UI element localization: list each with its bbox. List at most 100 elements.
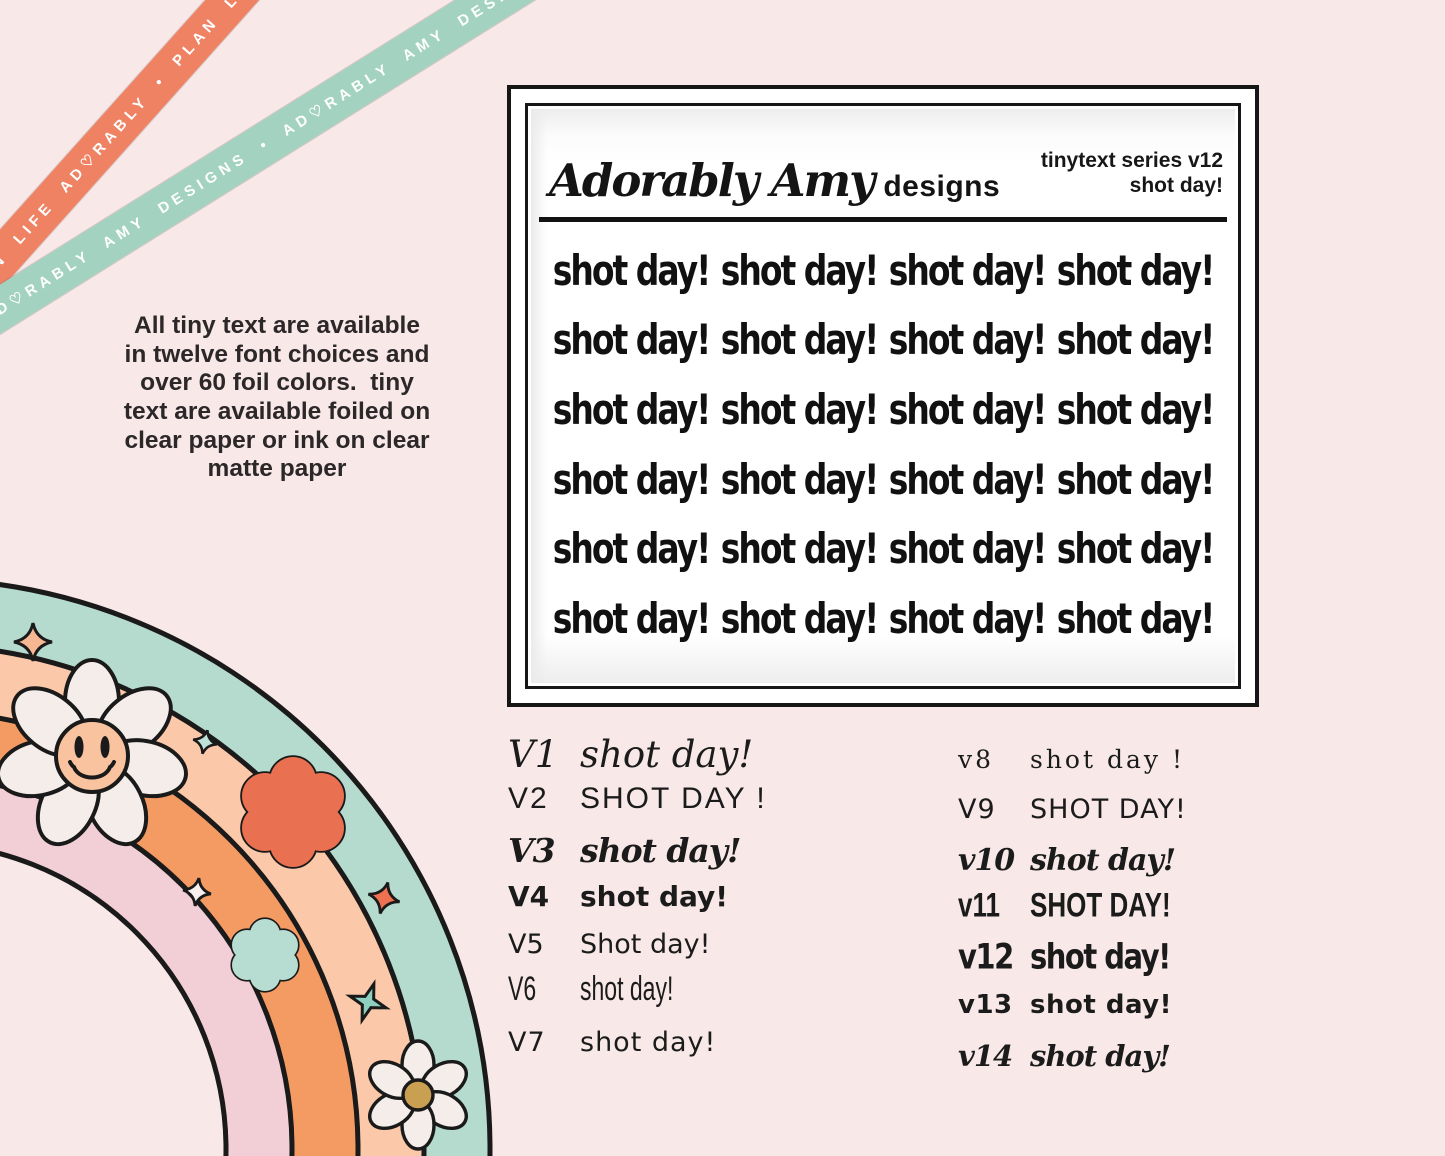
sticker-sheet-frame: Adorably Amy designs tinytext series v12… <box>507 85 1259 707</box>
rainbow-arc-peach <box>0 651 424 1156</box>
version-row-v5: V5 Shot day! <box>508 929 767 965</box>
version-row-v7: V7 shot day! <box>508 1027 767 1063</box>
version-sample: shot day! <box>580 733 754 776</box>
sparkle-icon-white <box>182 877 212 907</box>
version-sample: SHOT DAY! <box>1030 885 1171 925</box>
intro-text: All tiny text are available in twelve fo… <box>62 312 492 484</box>
sticker-text: shot day! <box>888 523 1048 574</box>
intro-line: over 60 foil colors. tiny <box>140 369 414 397</box>
sticker-text: shot day! <box>1056 314 1216 365</box>
version-label: V2 <box>508 782 549 815</box>
version-list-right: v8 shot day ! V9 SHOT DAY! v10 shot day! v1… <box>958 745 1187 1075</box>
sticker-text: shot day! <box>720 384 880 435</box>
version-label: V9 <box>958 794 996 825</box>
sticker-text: shot day! <box>1056 593 1216 644</box>
flower-icon-coral <box>240 755 346 869</box>
version-list-left: V1 shot day! V2 SHOT DAY ! V3 shot day! V4 s… <box>508 733 767 1063</box>
sticker-cell: shot day! <box>883 305 1051 375</box>
sticker-text: shot day! <box>720 454 880 505</box>
version-row-v3: V3 shot day! <box>508 831 767 870</box>
sticker-text: shot day! <box>888 384 1048 435</box>
sticker-cell: shot day! <box>883 514 1051 584</box>
version-row-v1: V1 shot day! <box>508 733 767 776</box>
sticker-cell: shot day! <box>547 444 715 514</box>
sticker-text: shot day! <box>720 593 880 644</box>
sticker-text: shot day! <box>1056 245 1216 296</box>
sparkle-icon-teal <box>192 729 218 755</box>
sticker-cell: shot day! <box>715 583 883 653</box>
sticker-cell: shot day! <box>1051 236 1219 306</box>
sticker-cell: shot day! <box>1051 583 1219 653</box>
sticker-cell: shot day! <box>715 305 883 375</box>
sticker-sheet-paper: Adorably Amy designs tinytext series v12… <box>531 109 1235 683</box>
version-row-v2: V2 SHOT DAY ! <box>508 782 767 818</box>
version-label: V3 <box>508 831 556 870</box>
brand-script-text: Adorably Amy <box>549 153 875 207</box>
sticker-grid: shot day! shot day! shot day! shot day! shot… <box>531 222 1235 683</box>
version-sample: shot day! <box>580 831 741 870</box>
version-sample: SHOT DAY! <box>1030 794 1187 825</box>
sheet-header: Adorably Amy designs tinytext series v12… <box>531 109 1235 213</box>
version-row-v8: v8 shot day ! <box>958 745 1187 781</box>
sticker-cell: shot day! <box>883 375 1051 445</box>
header-divider <box>539 216 1227 222</box>
sticker-text: shot day! <box>552 245 712 296</box>
version-sample: shot day! <box>580 1027 717 1058</box>
version-sample: shot day! <box>580 968 674 1008</box>
version-sample: shot day! <box>1030 936 1171 978</box>
sticker-text: shot day! <box>720 245 880 296</box>
sticker-text: shot day! <box>1056 523 1216 574</box>
sticker-cell: shot day! <box>1051 305 1219 375</box>
version-sample: shot day! <box>1030 990 1172 1020</box>
version-sample: Shot day! <box>580 929 711 960</box>
smiley-daisy-icon <box>0 658 188 847</box>
sticker-text: shot day! <box>888 454 1048 505</box>
sticker-cell: shot day! <box>883 444 1051 514</box>
version-label: v12 <box>958 936 1014 978</box>
rainbow-arc-orange <box>0 718 358 1156</box>
version-sample: shot day! <box>1030 1039 1171 1073</box>
version-label: v14 <box>958 1039 1013 1073</box>
intro-line: clear paper or ink on clear <box>124 426 430 454</box>
sticker-text: shot day! <box>552 454 712 505</box>
version-row-v14: v14 shot day! <box>958 1039 1187 1075</box>
version-label: V1 <box>508 733 559 776</box>
version-label: v8 <box>958 745 995 774</box>
version-row-v11: v11 SHOT DAY! <box>958 885 1187 928</box>
version-label: V7 <box>508 1027 546 1058</box>
flower-icon-teal <box>230 917 300 993</box>
sticker-cell: shot day! <box>547 583 715 653</box>
series-label: tinytext series v12 shot day! <box>1041 149 1223 203</box>
sticker-text: shot day! <box>720 523 880 574</box>
intro-line: text are available foiled on <box>123 397 431 425</box>
sticker-cell: shot day! <box>715 444 883 514</box>
series-line-2: shot day! <box>1129 173 1223 197</box>
sticker-text: shot day! <box>552 384 712 435</box>
version-row-v4: V4 shot day! <box>508 880 767 916</box>
sparkle-icon-coral <box>367 881 401 915</box>
intro-line: in twelve font choices and <box>124 340 430 368</box>
version-label: V4 <box>508 880 550 913</box>
version-sample: shot day ! <box>1030 745 1185 774</box>
version-sample: shot day! <box>580 880 729 913</box>
sticker-text: shot day! <box>1056 384 1216 435</box>
sticker-sheet-inner-frame: Adorably Amy designs tinytext series v12… <box>525 103 1241 689</box>
sticker-cell: shot day! <box>715 375 883 445</box>
sticker-cell: shot day! <box>715 236 883 306</box>
sticker-cell: shot day! <box>1051 444 1219 514</box>
version-label: V6 <box>508 968 537 1008</box>
version-row-v10: v10 shot day! <box>958 843 1187 879</box>
version-label: v11 <box>958 885 1000 925</box>
rainbow-illustration <box>0 582 493 1156</box>
version-sample: SHOT DAY ! <box>580 782 767 815</box>
sticker-cell: shot day! <box>883 583 1051 653</box>
sticker-cell: shot day! <box>547 305 715 375</box>
sticker-text: shot day! <box>552 593 712 644</box>
series-line-1: tinytext series v12 <box>1040 149 1223 172</box>
sticker-cell: shot day! <box>715 514 883 584</box>
sticker-text: shot day! <box>888 245 1048 296</box>
sticker-cell: shot day! <box>547 375 715 445</box>
version-row-v13: v13 shot day! <box>958 990 1187 1026</box>
sticker-text: shot day! <box>552 523 712 574</box>
